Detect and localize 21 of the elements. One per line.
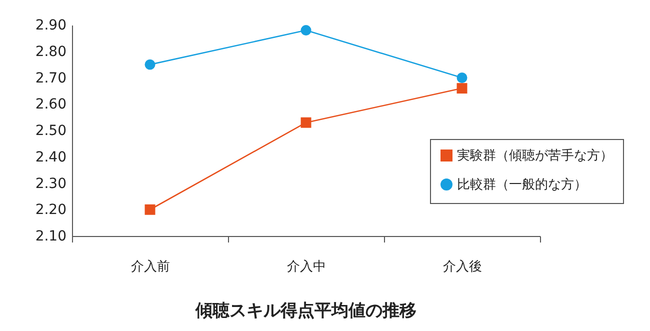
y-tick-label: 2.80 (35, 44, 66, 60)
y-tick-label: 2.30 (35, 176, 66, 192)
legend-label: 比較群（一般的な方） (457, 176, 587, 192)
x-tick-label: 介入前 (131, 260, 170, 274)
y-tick-label: 2.90 (35, 18, 66, 34)
y-tick-label: 2.40 (35, 149, 66, 166)
y-tick-label: 2.70 (35, 70, 66, 86)
point (144, 59, 156, 70)
y-tick-label: 2.60 (35, 96, 66, 113)
x-tick-label: 介入後 (443, 260, 482, 274)
y-tick-label: 2.20 (35, 202, 66, 218)
y-tick-label: 2.50 (35, 123, 66, 139)
point (300, 117, 312, 128)
text: 傾聴スキル得点平均値の推移 (194, 301, 416, 321)
point (456, 83, 468, 94)
y-tick-label: 2.10 (35, 228, 66, 244)
point (300, 25, 312, 36)
point (144, 204, 156, 215)
point (456, 72, 468, 83)
x-tick-label: 介入中 (287, 260, 326, 274)
legend-label: 実験群（傾聴が苦手な方） (457, 148, 613, 164)
